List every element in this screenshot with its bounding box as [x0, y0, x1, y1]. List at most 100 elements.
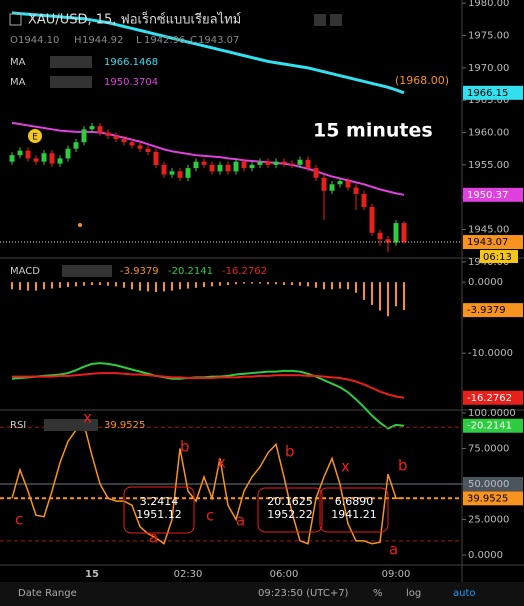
series-badge: 1950.37 — [467, 190, 508, 201]
histogram-bar — [339, 282, 341, 289]
candle-body — [297, 159, 303, 165]
y-tick-label: 1975.00 — [468, 31, 509, 42]
legend-icons[interactable] — [62, 265, 112, 277]
tick-highlight — [463, 477, 523, 492]
histogram-bar — [307, 282, 309, 287]
candle-body — [121, 139, 127, 143]
histogram-bar — [195, 282, 197, 288]
overlay-label: 15 minutes — [313, 120, 433, 142]
candle-body — [33, 158, 39, 162]
ohlc-label: C — [190, 35, 197, 46]
candle-body — [89, 126, 95, 130]
legend-value: -20.2141 — [168, 266, 213, 277]
histogram-bar — [203, 282, 205, 288]
histogram-bar — [11, 282, 13, 290]
countdown: 06:13 — [483, 252, 512, 263]
candle-body — [9, 155, 15, 162]
histogram-bar — [315, 282, 317, 288]
wave-label: a — [149, 529, 158, 547]
candle-body — [113, 135, 119, 140]
log-button[interactable]: log — [406, 588, 421, 599]
y-tick-label: 1970.00 — [468, 63, 509, 74]
event-icon-letter: E — [32, 133, 38, 143]
settings-icon[interactable] — [330, 14, 342, 26]
candle-body — [321, 177, 327, 191]
candle-body — [73, 142, 79, 149]
y-tick-label: 0.0000 — [468, 277, 503, 288]
legend-name[interactable]: MA — [10, 77, 26, 88]
candle-body — [217, 164, 223, 172]
histogram-bar — [323, 282, 325, 290]
candle-body — [225, 164, 231, 172]
candle-body — [97, 126, 103, 133]
histogram-bar — [219, 282, 221, 286]
y-tick-label: 100.0000 — [468, 408, 516, 419]
histogram-bar — [123, 282, 125, 288]
series-badge-bg — [463, 187, 523, 202]
histogram-bar — [91, 282, 93, 285]
histogram-bar — [355, 282, 357, 293]
legend-icons[interactable] — [50, 76, 92, 88]
candle-body — [129, 142, 135, 146]
candle-body — [345, 181, 351, 188]
histogram-bar — [363, 282, 365, 300]
symbol-title[interactable]: XAU/USD, 15, ฟอเร็กซ์แบบเรียลไทม์ — [28, 10, 241, 28]
candle-body — [265, 161, 271, 165]
auto-button[interactable]: auto — [453, 588, 476, 599]
candle-body — [257, 161, 263, 165]
candle-body — [145, 148, 151, 152]
series-badge: 1966.15 — [467, 88, 508, 99]
legend-icons[interactable] — [50, 56, 92, 68]
histogram-bar — [267, 282, 269, 285]
legend-value: 1950.3704 — [104, 77, 158, 88]
y-tick-label: -10.0000 — [468, 348, 513, 359]
histogram-bar — [275, 282, 277, 285]
histogram-bar — [67, 282, 69, 288]
histogram-bar — [211, 282, 213, 287]
histogram-bar — [187, 282, 189, 289]
legend-icons[interactable] — [44, 419, 98, 431]
candle-body — [65, 148, 71, 159]
candle-body — [17, 150, 23, 156]
wave-label: x — [217, 454, 226, 472]
histogram-bar — [403, 282, 405, 311]
candle-body — [169, 171, 175, 175]
date-range-button[interactable]: Date Range — [18, 588, 77, 599]
histogram-bar — [43, 282, 45, 290]
histogram-bar — [243, 282, 245, 284]
candle-body — [241, 161, 247, 169]
pane-title: RSI — [10, 420, 26, 431]
collapse-icon[interactable] — [9, 13, 22, 26]
y-tick-label: 50.0000 — [468, 479, 509, 490]
y-tick-label: 0.0000 — [468, 550, 503, 561]
settings-icon[interactable] — [314, 14, 326, 26]
candle-body — [185, 168, 191, 178]
legend-value: -3.9379 — [120, 266, 159, 277]
candle-body — [153, 151, 159, 165]
candle-body — [377, 232, 383, 240]
y-tick-label: 25.0000 — [468, 515, 509, 526]
ohlc-label: L — [136, 35, 142, 46]
candle-body — [161, 164, 167, 175]
legend-value: -16.2762 — [222, 266, 267, 277]
macd-line — [12, 372, 405, 399]
clock: 09:23:50 (UTC+7) — [258, 588, 349, 599]
annotation-text: 20.1625 — [267, 495, 313, 508]
legend-name[interactable]: MA — [10, 57, 26, 68]
candle-body — [57, 158, 63, 164]
annotation-text: 1951.12 — [136, 508, 182, 521]
y-tick-label: 1955.00 — [468, 160, 509, 171]
event-icon[interactable] — [28, 129, 42, 143]
histogram-bar — [99, 282, 101, 285]
histogram-bar — [395, 282, 397, 307]
annotation-text: 1952.22 — [267, 508, 313, 521]
histogram-bar — [139, 282, 141, 291]
candle-body — [273, 161, 279, 165]
histogram-bar — [155, 282, 157, 293]
candle-body — [105, 132, 111, 136]
legend-value: 39.9525 — [104, 420, 145, 431]
histogram-bar — [283, 282, 285, 285]
percent-button[interactable]: % — [373, 588, 383, 599]
price-annotation: (1968.00) — [395, 74, 449, 87]
macd-line — [11, 362, 405, 430]
